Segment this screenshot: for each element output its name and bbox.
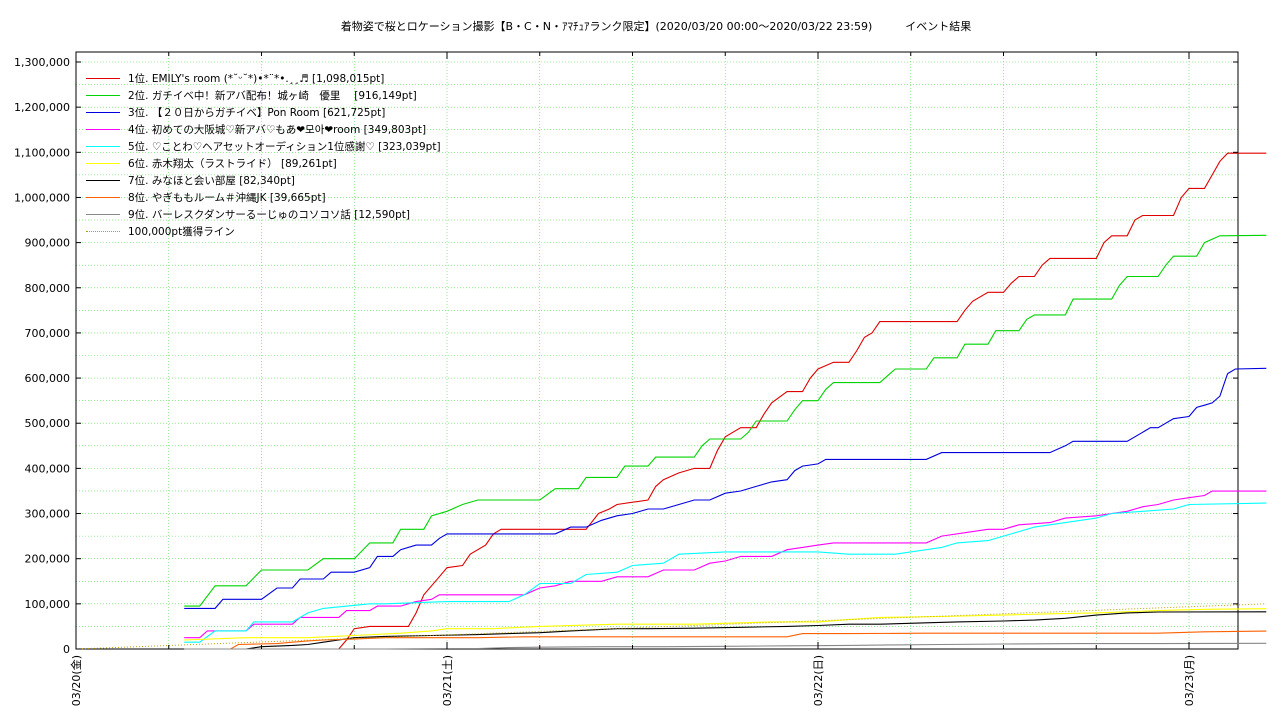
legend-swatch	[86, 129, 120, 130]
legend-label: 6位. 赤木翔太（ラストライド） [89,261pt]	[128, 158, 337, 170]
legend-swatch	[86, 214, 120, 215]
series-line-1	[184, 152, 1267, 650]
legend-label: 8位. やぎももルーム＃沖縄JK [39,665pt]	[128, 192, 326, 204]
y-tick-label: 700,000	[25, 327, 71, 340]
legend-item: 1位. EMILY's room (*˘ᵕ˘*)•*¨*•.¸¸♬ [1,098…	[86, 70, 441, 87]
legend: 1位. EMILY's room (*˘ᵕ˘*)•*¨*•.¸¸♬ [1,098…	[86, 70, 441, 240]
legend-label: 7位. みなほと会い部屋 [82,340pt]	[128, 175, 295, 187]
x-tick-label: 03/22(日)	[812, 655, 825, 706]
series-line-3	[184, 367, 1267, 609]
series-layer	[75, 152, 1267, 650]
y-tick-label: 0	[63, 643, 70, 656]
legend-item: 7位. みなほと会い部屋 [82,340pt]	[86, 172, 441, 189]
x-tick-label: 03/23(月)	[1183, 655, 1196, 706]
y-tick-label: 300,000	[25, 508, 71, 521]
axis-layer: 0 100,000 200,000 300,000 400,000 500,000 600,…	[14, 52, 1238, 706]
legend-item: 3位. 【２０日からガチイベ】Pon Room [621,725pt]	[86, 104, 441, 121]
y-tick-label: 600,000	[25, 372, 71, 385]
legend-swatch	[86, 197, 120, 198]
y-tick-label: 1,100,000	[14, 146, 70, 159]
series-line-4	[184, 490, 1267, 639]
y-tick-label: 400,000	[25, 462, 71, 475]
series-line-7	[184, 611, 1267, 650]
legend-item: 2位. ガチイベ中！新アバ配布！城ヶ崎 優里 [916,149pt]	[86, 87, 441, 104]
legend-item: 9位. バーレスクダンサーるーじゅのコソコソ話 [12,590pt]	[86, 206, 441, 223]
y-tick-label: 100,000	[25, 598, 71, 611]
series-line-8	[184, 630, 1267, 650]
legend-item: 5位. ♡ことわ♡ヘアセットオーディション1位感謝♡ [323,039pt]	[86, 138, 441, 155]
series-line-2	[184, 234, 1267, 607]
legend-label: 4位. 初めての大阪城♡新アバ♡もあ❤모아❤room [349,803pt]	[128, 124, 427, 136]
y-tick-label: 900,000	[25, 237, 71, 250]
chart-title: 着物姿で桜とロケーション撮影【B・C・N・ｱﾏﾁｭｱランク限定】(2020/03…	[340, 20, 972, 33]
y-tick-label: 200,000	[25, 553, 71, 566]
legend-swatch	[86, 95, 120, 96]
legend-item: 4位. 初めての大阪城♡新アバ♡もあ❤모아❤room [349,803pt]	[86, 121, 441, 138]
y-tick-label: 1,300,000	[14, 56, 70, 69]
legend-label: 100,000pt獲得ライン	[128, 226, 235, 238]
legend-swatch	[86, 78, 120, 79]
grid-layer	[76, 52, 1238, 649]
series-line-6	[184, 608, 1267, 641]
y-tick-label: 1,200,000	[14, 101, 70, 114]
legend-item: 6位. 赤木翔太（ラストライド） [89,261pt]	[86, 155, 441, 172]
series-line-9	[184, 642, 1267, 650]
legend-swatch	[86, 112, 120, 113]
x-tick-label: 03/21(土)	[441, 655, 454, 706]
x-tick-label: 03/20(金)	[69, 655, 83, 706]
legend-label: 9位. バーレスクダンサーるーじゅのコソコソ話 [12,590pt]	[128, 209, 410, 221]
y-tick-label: 1,000,000	[14, 191, 70, 204]
legend-swatch	[86, 231, 120, 232]
legend-label: 2位. ガチイベ中！新アバ配布！城ヶ崎 優里 [916,149pt]	[128, 90, 417, 102]
legend-label: 3位. 【２０日からガチイベ】Pon Room [621,725pt]	[128, 107, 386, 119]
legend-label: 1位. EMILY's room (*˘ᵕ˘*)•*¨*•.¸¸♬ [1,098…	[128, 73, 385, 85]
legend-swatch	[86, 146, 120, 147]
legend-label: 5位. ♡ことわ♡ヘアセットオーディション1位感謝♡ [323,039pt]	[128, 141, 441, 153]
y-tick-label: 500,000	[25, 417, 71, 430]
series-line-10	[75, 603, 1267, 650]
legend-item: 100,000pt獲得ライン	[86, 223, 441, 240]
plot-frame	[75, 51, 1239, 650]
legend-swatch	[86, 180, 120, 181]
legend-item: 8位. やぎももルーム＃沖縄JK [39,665pt]	[86, 189, 441, 206]
y-tick-label: 800,000	[25, 282, 71, 295]
legend-swatch	[86, 163, 120, 164]
series-line-5	[184, 502, 1267, 643]
